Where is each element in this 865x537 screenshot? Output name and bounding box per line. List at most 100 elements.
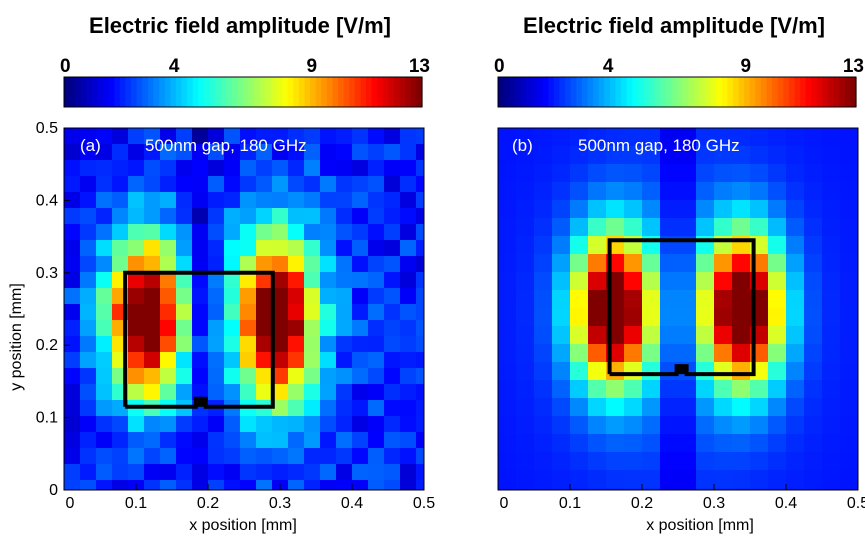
heatmap-cell bbox=[368, 240, 385, 257]
colorbar-swatch bbox=[259, 77, 266, 107]
heatmap-cell bbox=[160, 304, 177, 321]
heatmap-cell bbox=[516, 326, 535, 345]
heatmap-cell bbox=[368, 144, 385, 161]
heatmap-cell bbox=[570, 236, 589, 255]
heatmap-cell bbox=[642, 344, 661, 363]
heatmap-cell bbox=[336, 416, 353, 433]
heatmap-cell bbox=[678, 272, 697, 291]
heatmap-cell bbox=[840, 416, 859, 435]
heatmap-cell bbox=[368, 192, 385, 209]
heatmap-cell bbox=[660, 308, 679, 327]
heatmap-cell bbox=[570, 362, 589, 381]
heatmap-cell bbox=[642, 416, 661, 435]
heatmap-cell bbox=[804, 416, 823, 435]
heatmap-cell bbox=[80, 400, 97, 417]
colorbar-swatch bbox=[816, 77, 824, 107]
heatmap-cell bbox=[64, 256, 81, 273]
heatmap-cell bbox=[822, 218, 841, 237]
heatmap-cell bbox=[176, 176, 193, 193]
heatmap-cell bbox=[732, 326, 751, 345]
heatmap-cell bbox=[336, 224, 353, 241]
heatmap-cell bbox=[128, 304, 145, 321]
heatmap-cell bbox=[304, 224, 321, 241]
colorbar-frame bbox=[63, 76, 423, 108]
heatmap-cell bbox=[64, 128, 81, 145]
heatmap-cell bbox=[224, 432, 241, 449]
heatmap-cell bbox=[80, 288, 97, 305]
heatmap-cell bbox=[64, 320, 81, 337]
colorbar-swatch bbox=[576, 77, 583, 107]
heatmap-cell bbox=[534, 326, 553, 345]
heatmap-cell bbox=[534, 344, 553, 363]
heatmap-cell bbox=[320, 336, 337, 353]
heatmap-cell bbox=[696, 416, 715, 435]
colorbar-swatch bbox=[615, 77, 622, 107]
heatmap-cell bbox=[384, 416, 401, 433]
heatmap-cell bbox=[516, 344, 535, 363]
heatmap-cell bbox=[498, 398, 517, 417]
heatmap-cell bbox=[208, 144, 225, 161]
heatmap-cell bbox=[696, 254, 715, 273]
colorbar-swatch bbox=[710, 77, 717, 107]
heatmap-cell bbox=[714, 290, 733, 309]
heatmap-cell bbox=[552, 182, 571, 201]
heatmap-cell bbox=[588, 146, 607, 165]
x-tick-label: 0.5 bbox=[847, 495, 865, 512]
heatmap-cell bbox=[272, 224, 289, 241]
heatmap-cell bbox=[804, 308, 823, 327]
heatmap-cell bbox=[64, 400, 81, 417]
heatmap-cell bbox=[840, 146, 859, 165]
colorbar-swatch bbox=[321, 77, 328, 107]
heatmap-cell bbox=[208, 448, 225, 465]
heatmap-cell bbox=[660, 146, 679, 165]
heatmap-cell bbox=[498, 344, 517, 363]
heatmap-cell bbox=[606, 200, 625, 219]
heatmap-cell bbox=[240, 144, 257, 161]
heatmap-cell bbox=[192, 336, 209, 353]
heatmap-cell bbox=[96, 384, 113, 401]
heatmap-cell bbox=[768, 146, 787, 165]
heatmap-mask bbox=[858, 126, 865, 528]
heatmap-cell bbox=[840, 452, 859, 471]
heatmap-cell bbox=[606, 218, 625, 237]
heatmap-cell bbox=[304, 400, 321, 417]
heatmap-cell bbox=[352, 400, 369, 417]
heatmap-cell bbox=[534, 218, 553, 237]
colorbar-swatch bbox=[570, 77, 577, 107]
heatmap-cell bbox=[256, 176, 273, 193]
heatmap-cell bbox=[714, 164, 733, 183]
heatmap-cell bbox=[534, 380, 553, 399]
heatmap-cell bbox=[336, 352, 353, 369]
heatmap-cell bbox=[570, 164, 589, 183]
heatmap-cell bbox=[804, 452, 823, 471]
heatmap-cell bbox=[128, 224, 145, 241]
heatmap-cell bbox=[320, 272, 337, 289]
colorbar-swatch bbox=[203, 77, 211, 107]
heatmap-cell bbox=[96, 192, 113, 209]
heatmap-cell bbox=[208, 272, 225, 289]
heatmap-cell bbox=[588, 290, 607, 309]
heatmap-cell bbox=[570, 200, 589, 219]
heatmap-cell bbox=[696, 218, 715, 237]
heatmap-cell bbox=[304, 352, 321, 369]
colorbar-ticks-b: 0 4 9 13 bbox=[494, 56, 864, 77]
heatmap-cell bbox=[96, 464, 113, 481]
heatmap-cell bbox=[534, 362, 553, 381]
heatmap-cell bbox=[208, 464, 225, 481]
heatmap-cell bbox=[128, 176, 145, 193]
heatmap-cell bbox=[804, 200, 823, 219]
heatmap-cell bbox=[304, 384, 321, 401]
heatmap-cell bbox=[320, 320, 337, 337]
heatmap-cell bbox=[176, 160, 193, 177]
heatmap-cell bbox=[498, 326, 517, 345]
heatmap-cell bbox=[288, 288, 305, 305]
y-tick-label: 0 bbox=[49, 482, 58, 499]
heatmap-cell bbox=[384, 160, 401, 177]
heatmap-cell bbox=[570, 128, 589, 147]
panel-label-a: (a) bbox=[80, 136, 101, 155]
heatmap-cell bbox=[534, 200, 553, 219]
heatmap-cell bbox=[804, 326, 823, 345]
heatmap-cell bbox=[606, 380, 625, 399]
heatmap-cell bbox=[288, 448, 305, 465]
heatmap-cell bbox=[624, 254, 643, 273]
